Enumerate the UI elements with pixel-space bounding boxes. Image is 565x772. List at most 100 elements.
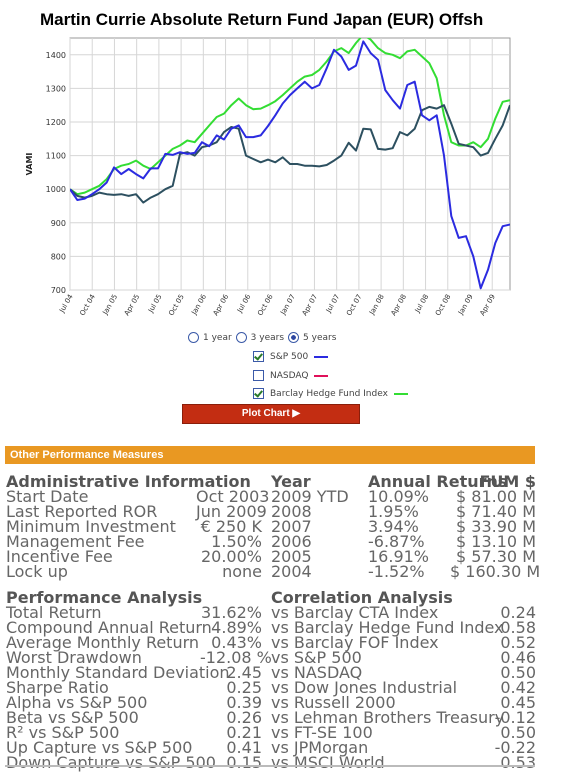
perf-analysis-label: Compound Annual Return	[6, 618, 212, 637]
x-tick-label: Oct 04	[78, 293, 97, 318]
radio-5-years[interactable]	[288, 332, 300, 343]
correlation-label: vs Barclay Hedge Fund Index	[271, 618, 504, 637]
performance-analysis-header: Performance Analysis	[6, 588, 203, 607]
correlation-value: 0.24	[500, 603, 536, 622]
admin-value: 20.00%	[200, 547, 262, 566]
annual-return-cell: 1.95%	[368, 502, 419, 521]
fum-cell: $ 13.10 M	[456, 532, 536, 551]
fum-cell: $ 57.30 M	[456, 547, 536, 566]
legend-nasdaq[interactable]: NASDAQ	[253, 370, 329, 381]
annual-return-cell: 16.91%	[368, 547, 430, 566]
x-tick-label: Jan 08	[367, 293, 385, 317]
x-tick-label: Apr 06	[212, 293, 231, 318]
admin-label: Incentive Fee	[6, 547, 113, 566]
barclay-label: Barclay Hedge Fund Index	[270, 388, 388, 399]
perf-analysis-label: Up Capture vs S&P 500	[6, 738, 193, 757]
year-cell: 2008	[271, 502, 312, 521]
admin-label: Minimum Investment	[6, 517, 176, 536]
perf-analysis-value: 0.39	[226, 693, 262, 712]
perf-analysis-value: 0.41	[226, 738, 262, 757]
x-tick-label: Jan 06	[190, 293, 209, 317]
perf-analysis-value: 2.45	[226, 663, 262, 682]
perf-analysis-label: Average Monthly Return	[6, 633, 200, 652]
annual-return-cell: 3.94%	[368, 517, 419, 536]
radio-3-years[interactable]	[235, 332, 247, 343]
fum-header: FUM $	[479, 472, 536, 491]
series-line-2	[70, 104, 510, 204]
radio-5-years-label: 5 years	[303, 332, 337, 343]
correlation-label: vs MSCI World	[271, 753, 385, 772]
annual-return-cell: -6.87%	[368, 532, 425, 551]
perf-analysis-value: 0.25	[226, 678, 262, 697]
perf-analysis-label: Sharpe Ratio	[6, 678, 109, 697]
x-tick-label: Oct 06	[256, 293, 275, 318]
x-tick-label: Oct 05	[167, 293, 186, 317]
x-tick-label: Apr 05	[123, 293, 142, 317]
correlation-value: 0.53	[500, 753, 536, 772]
perf-analysis-value: 0.43%	[211, 633, 262, 652]
plot-chart-button[interactable]: Plot Chart ▶	[182, 404, 360, 424]
admin-label: Management Fee	[6, 532, 145, 551]
year-cell: 2006	[271, 532, 312, 551]
perf-analysis-value: -12.08 %	[200, 648, 272, 667]
legend-sp500[interactable]: S&P 500	[253, 351, 329, 362]
perf-analysis-value: 0.21	[226, 723, 262, 742]
legend-barclay[interactable]: Barclay Hedge Fund Index	[253, 388, 408, 399]
sp500-checkbox[interactable]	[253, 351, 264, 362]
correlation-value: 0.46	[500, 648, 536, 667]
admin-header: Administrative Information	[6, 472, 251, 491]
x-tick-label: Apr 08	[390, 293, 409, 317]
y-axis-label: VAMI	[25, 153, 34, 176]
y-tick-label: 1100	[46, 152, 66, 161]
divider	[5, 765, 535, 767]
correlation-label: vs Barclay FOF Index	[271, 633, 439, 652]
correlation-label: vs JPMorgan	[271, 738, 369, 757]
performance-heading: Other Performance Measures	[5, 446, 535, 464]
admin-value: Oct 2003	[196, 487, 270, 506]
y-tick-label: 900	[51, 219, 66, 228]
x-tick-label: Jul 04	[58, 293, 75, 315]
correlation-label: vs S&P 500	[271, 648, 362, 667]
nasdaq-swatch	[314, 374, 329, 377]
x-tick-label: Jan 07	[279, 293, 297, 317]
perf-analysis-label: Worst Drawdown	[6, 648, 142, 667]
x-tick-label: Jan 09	[456, 293, 474, 317]
y-tick-label: 1300	[46, 84, 66, 93]
perf-analysis-label: Alpha vs S&P 500	[6, 693, 148, 712]
correlation-value: 0.52	[500, 633, 536, 652]
x-tick-label: Jul 05	[146, 293, 163, 315]
x-tick-label: Oct 08	[434, 293, 453, 317]
x-tick-label: Jul 07	[324, 293, 341, 315]
x-tick-label: Jul 08	[413, 293, 430, 315]
perf-analysis-label: R² vs S&P 500	[6, 723, 120, 742]
admin-label: Lock up	[6, 562, 68, 581]
radio-3-years-label: 3 years	[250, 332, 285, 343]
page-title: Martin Currie Absolute Return Fund Japan…	[40, 10, 484, 29]
correlation-label: vs Barclay CTA Index	[271, 603, 439, 622]
perf-analysis-value: 4.89%	[211, 618, 262, 637]
x-tick-label: Apr 09	[478, 293, 497, 317]
x-tick-label: Oct 07	[345, 293, 364, 317]
correlation-analysis-header: Correlation Analysis	[271, 588, 453, 607]
nasdaq-checkbox[interactable]	[253, 370, 264, 381]
correlation-label: vs FT-SE 100	[271, 723, 373, 742]
year-cell: 2005	[271, 547, 312, 566]
x-tick-label: Jan 05	[101, 293, 119, 317]
radio-1-year[interactable]	[188, 332, 199, 343]
series-line-0	[70, 40, 510, 290]
radio-1-year-label: 1 year	[203, 332, 232, 343]
year-cell: 2007	[271, 517, 312, 536]
barclay-checkbox[interactable]	[253, 388, 264, 399]
correlation-label: vs NASDAQ	[271, 663, 363, 682]
x-tick-label: Apr 07	[301, 293, 320, 317]
correlation-label: vs Dow Jones Industrial	[271, 678, 458, 697]
year-cell: 2004	[271, 562, 312, 581]
correlation-value: 0.50	[500, 663, 536, 682]
correlation-value: -0.22	[494, 738, 536, 757]
correlation-value: 0.45	[500, 693, 536, 712]
correlation-value: 0.58	[500, 618, 536, 637]
perf-analysis-value: 0.26	[226, 708, 262, 727]
perf-analysis-label: Beta vs S&P 500	[6, 708, 139, 727]
admin-label: Last Reported ROR	[6, 502, 158, 521]
